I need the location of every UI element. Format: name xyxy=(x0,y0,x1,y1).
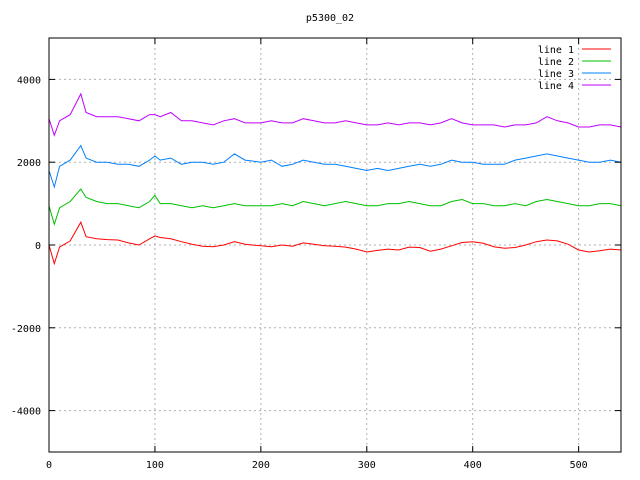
series-line-1 xyxy=(48,221,622,266)
axis-ticks: -4000 -2000 0 2000 4000 0 100 200 300 400 500 xyxy=(11,38,621,471)
x-tick-label: 500 xyxy=(570,460,588,471)
series-line-3 xyxy=(48,144,622,189)
series-lines xyxy=(48,92,622,266)
chart-title: p5300_02 xyxy=(306,13,354,24)
legend-label: line 4 xyxy=(538,81,574,92)
y-tick-label: -2000 xyxy=(11,324,41,335)
legend-label: line 1 xyxy=(538,45,574,56)
y-tick-label: -4000 xyxy=(11,407,41,418)
x-tick-label: 300 xyxy=(358,460,376,471)
y-tick-label: 0 xyxy=(35,241,41,252)
x-tick-label: 200 xyxy=(252,460,270,471)
legend-label: line 2 xyxy=(538,57,574,68)
y-tick-label: 4000 xyxy=(17,75,41,86)
x-tick-label: 400 xyxy=(464,460,482,471)
legend-label: line 3 xyxy=(538,69,574,80)
series-line-2 xyxy=(48,188,622,227)
y-tick-label: 2000 xyxy=(17,158,41,169)
series-line-4 xyxy=(48,92,622,137)
x-tick-label: 100 xyxy=(146,460,164,471)
x-tick-label: 0 xyxy=(46,460,52,471)
